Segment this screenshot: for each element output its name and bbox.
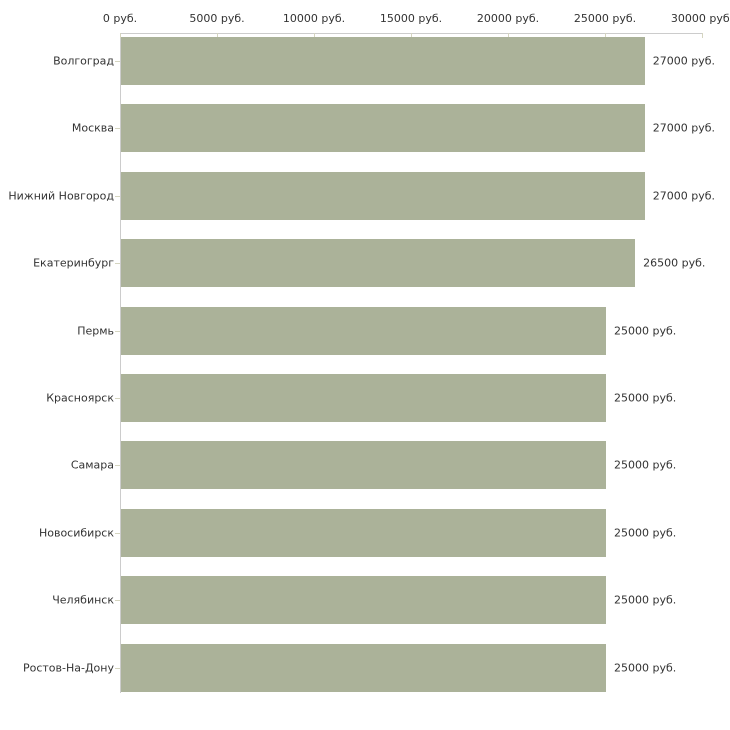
- category-label: Самара: [70, 458, 114, 472]
- bar: [121, 104, 645, 153]
- value-label: 25000 руб.: [614, 458, 677, 472]
- x-axis-tick-label: 15000 руб.: [379, 12, 443, 25]
- x-axis-tick-label: 5000 руб.: [189, 12, 245, 25]
- value-label: 27000 руб.: [652, 121, 716, 135]
- x-axis-tick-label: 30000 руб.: [670, 12, 730, 25]
- category-tick-mark: [115, 330, 120, 332]
- category-label: Красноярск: [46, 391, 114, 405]
- category-tick-mark: [115, 465, 120, 467]
- x-axis-tick-mark: [314, 33, 315, 38]
- x-axis-tick-mark: [605, 33, 606, 38]
- value-label: 25000 руб.: [614, 391, 677, 405]
- value-label: 25000 руб.: [614, 593, 677, 607]
- value-label: 26500 руб.: [643, 256, 706, 270]
- category-label: Нижний Новгород: [8, 189, 114, 203]
- value-label: 27000 руб.: [652, 54, 716, 68]
- bar: [121, 37, 645, 85]
- x-axis-tick-label: 0 руб.: [102, 12, 138, 25]
- bar: [121, 643, 606, 692]
- x-axis-tick-mark: [702, 33, 703, 38]
- bar: [121, 576, 606, 625]
- category-label: Пермь: [77, 324, 114, 338]
- x-axis-tick-label: 20000 руб.: [476, 12, 540, 25]
- bar: [121, 441, 606, 490]
- category-tick-mark: [115, 600, 120, 602]
- category-tick-mark: [115, 128, 120, 130]
- bar: [121, 171, 645, 220]
- x-axis-tick-label: 10000 руб.: [282, 12, 346, 25]
- category-tick-mark: [115, 195, 120, 197]
- y-axis-line: [120, 33, 121, 693]
- category-label: Новосибирск: [38, 526, 114, 540]
- category-label: Москва: [71, 121, 114, 135]
- bar: [121, 508, 606, 557]
- value-label: 27000 руб.: [652, 189, 716, 203]
- x-axis-tick-mark: [508, 33, 509, 38]
- x-axis-tick-label: 25000 руб.: [573, 12, 637, 25]
- category-tick-mark: [115, 61, 120, 62]
- category-tick-mark: [115, 263, 120, 265]
- value-label: 25000 руб.: [614, 324, 677, 338]
- value-label: 25000 руб.: [614, 526, 677, 540]
- category-label: Челябинск: [52, 593, 114, 607]
- bar: [121, 239, 636, 288]
- category-label: Екатеринбург: [33, 256, 114, 270]
- value-label: 25000 руб.: [614, 661, 677, 675]
- category-tick-mark: [115, 667, 120, 669]
- bar: [121, 306, 606, 355]
- category-label: Волгоград: [53, 54, 114, 68]
- x-axis-tick-mark: [120, 33, 121, 38]
- category-tick-mark: [115, 532, 120, 534]
- x-axis-tick-mark: [411, 33, 412, 38]
- category-tick-mark: [115, 398, 120, 399]
- x-axis-tick-mark: [217, 33, 218, 38]
- bar: [121, 374, 606, 422]
- category-label: Ростов-На-Дону: [22, 661, 114, 675]
